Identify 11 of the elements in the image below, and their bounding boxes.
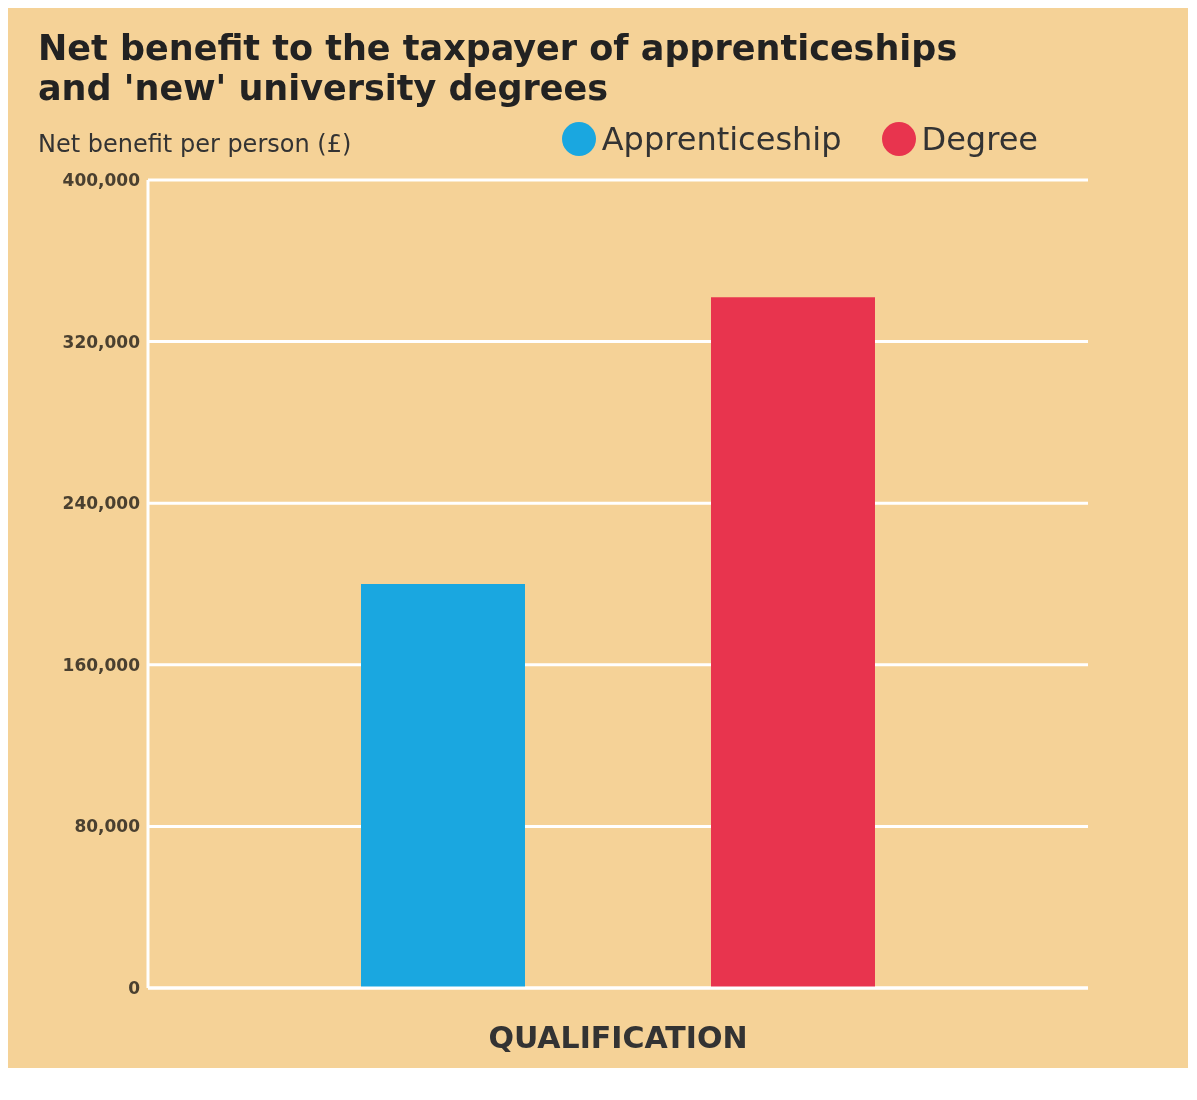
y-tick-label: 0 (128, 978, 141, 999)
y-tick-label: 160,000 (62, 654, 141, 675)
chart-title: Net benefit to the taxpayer of apprenticeships and 'new' university degrees (38, 28, 959, 108)
legend-label: Apprenticeship (601, 120, 842, 158)
y-tick-label: 80,000 (74, 816, 141, 837)
y-tick-label: 320,000 (62, 331, 141, 352)
y-tick-label: 400,000 (62, 170, 141, 191)
x-axis-title: QUALIFICATION (488, 1020, 748, 1055)
y-axis-title: Net benefit per person (£) (38, 130, 352, 158)
y-tick-label: 240,000 (62, 493, 141, 514)
legend-label: Degree (921, 120, 1038, 158)
